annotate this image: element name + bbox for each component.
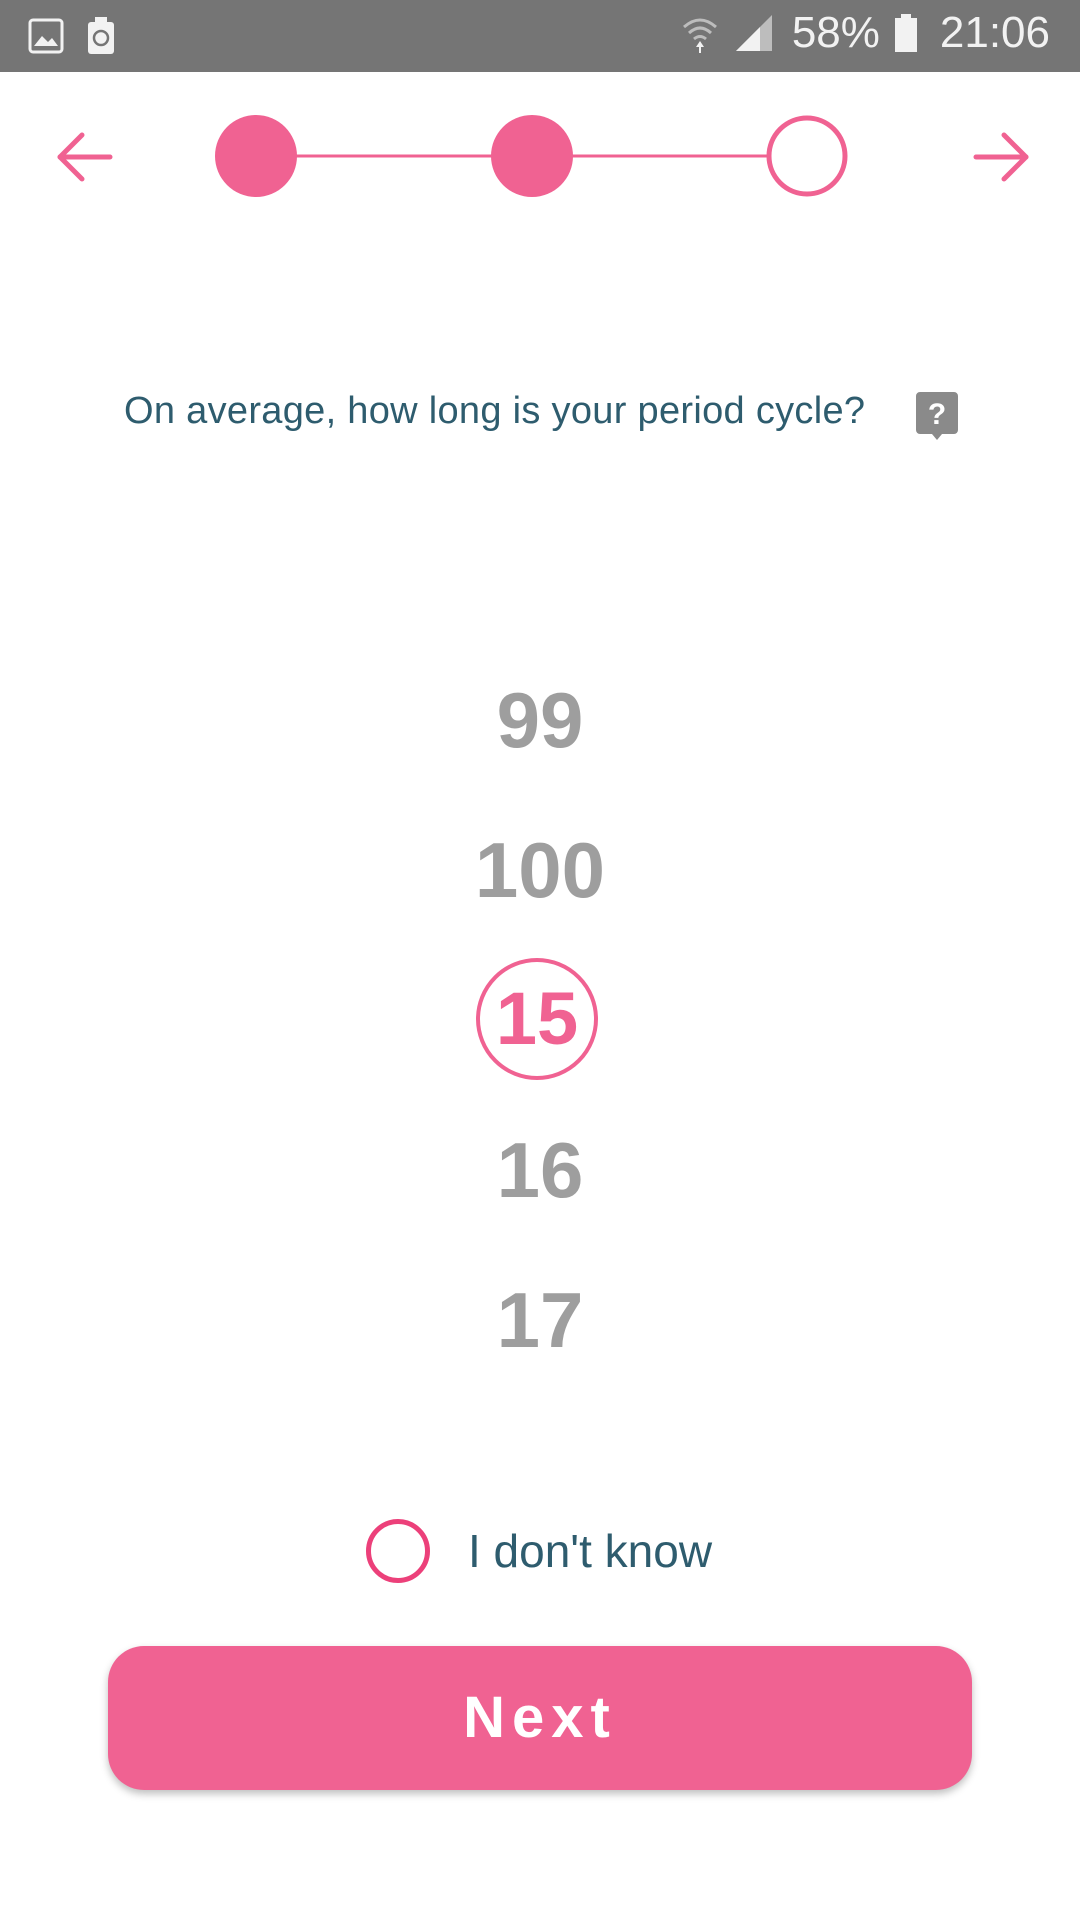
step-3-current — [766, 115, 848, 197]
picker-item[interactable]: 16 — [496, 1126, 584, 1214]
picker-item[interactable]: 100 — [474, 826, 606, 914]
battery-icon — [894, 14, 917, 52]
wifi-icon — [682, 18, 717, 53]
picker-item[interactable]: 99 — [496, 676, 584, 764]
dont-know-radio[interactable] — [366, 1519, 430, 1583]
svg-text:?: ? — [928, 398, 946, 431]
picker-selected-item[interactable]: 15 — [476, 958, 598, 1080]
status-bar-notifications — [28, 16, 116, 56]
dont-know-label: I don't know — [468, 1525, 713, 1577]
step-1-completed — [215, 115, 297, 197]
status-bar-system: 58% 21:06 — [680, 8, 1050, 58]
back-arrow-icon[interactable] — [54, 126, 116, 188]
forward-arrow-icon[interactable] — [970, 126, 1032, 188]
clock: 21:06 — [939, 8, 1050, 57]
question-text: On average, how long is your period cycl… — [124, 390, 866, 432]
picker-item[interactable]: 17 — [496, 1276, 584, 1364]
status-bar: 58% 21:06 — [0, 0, 1080, 72]
cycle-length-picker[interactable]: 99 100 15 16 17 — [0, 640, 1080, 1364]
progress-stepper — [0, 100, 1080, 212]
battery-saver-icon — [88, 17, 114, 54]
battery-percent: 58% — [791, 8, 880, 57]
gallery-icon — [28, 18, 64, 54]
step-2-completed — [491, 115, 573, 197]
next-button[interactable]: Next — [108, 1646, 972, 1790]
step-track — [215, 115, 848, 197]
question-row: On average, how long is your period cycl… — [0, 386, 1080, 446]
signal-icon — [735, 15, 772, 51]
dont-know-option[interactable]: I don't know — [366, 1515, 712, 1587]
help-icon[interactable]: ? — [916, 392, 958, 440]
picker-selected-value: 15 — [495, 977, 579, 1060]
